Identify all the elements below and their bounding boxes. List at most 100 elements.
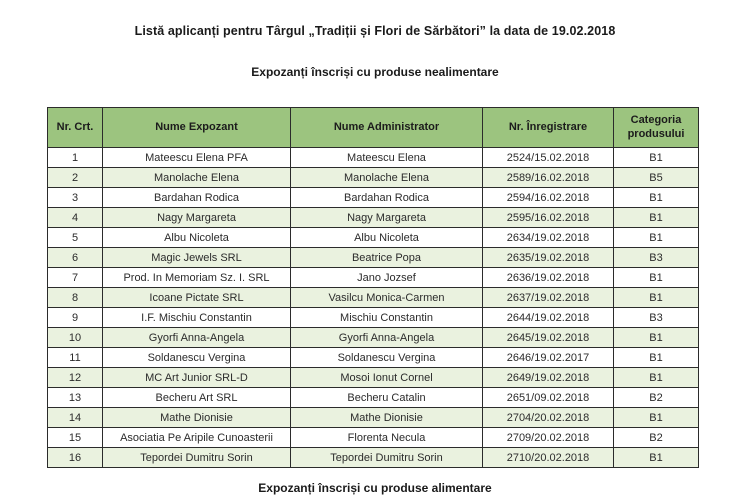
- cell-nume-expozant: I.F. Mischiu Constantin: [102, 307, 291, 328]
- cell-nume-administrator: Becheru Catalin: [290, 387, 483, 408]
- table-row: 16 Tepordei Dumitru Sorin Tepordei Dumitru…: [47, 447, 699, 468]
- cell-categoria: B1: [613, 227, 699, 248]
- cell-categoria: B2: [613, 427, 699, 448]
- cell-nume-administrator: Tepordei Dumitru Sorin: [290, 447, 483, 468]
- cell-nume-expozant: Prod. In Memoriam Sz. I. SRL: [102, 267, 291, 288]
- cell-nr-inregistrare: 2637/19.02.2018: [482, 287, 614, 308]
- cell-nr-inregistrare: 2710/20.02.2018: [482, 447, 614, 468]
- table-body: 1 Mateescu Elena PFA Mateescu Elena 2524/15…: [47, 147, 699, 468]
- cell-nume-expozant: Albu Nicoleta: [102, 227, 291, 248]
- cell-nr-crt: 3: [47, 187, 103, 208]
- table-row: 15 Asociatia Pe Aripile Cunoasterii Floren…: [47, 427, 699, 448]
- cell-nume-administrator: Mosoi Ionut Cornel: [290, 367, 483, 388]
- cell-nr-crt: 13: [47, 387, 103, 408]
- cell-nr-crt: 15: [47, 427, 103, 448]
- cell-nr-crt: 1: [47, 147, 103, 168]
- cell-nr-inregistrare: 2636/19.02.2018: [482, 267, 614, 288]
- cell-nume-expozant: Tepordei Dumitru Sorin: [102, 447, 291, 468]
- cell-nr-crt: 11: [47, 347, 103, 368]
- cell-nume-expozant: Bardahan Rodica: [102, 187, 291, 208]
- cell-nr-inregistrare: 2589/16.02.2018: [482, 167, 614, 188]
- cell-nume-administrator: Mateescu Elena: [290, 147, 483, 168]
- cell-nume-expozant: Icoane Pictate SRL: [102, 287, 291, 308]
- table-row: 8 Icoane Pictate SRL Vasilcu Monica-Carmen…: [47, 287, 699, 308]
- cell-nume-administrator: Nagy Margareta: [290, 207, 483, 228]
- cell-categoria: B1: [613, 347, 699, 368]
- cell-nume-administrator: Manolache Elena: [290, 167, 483, 188]
- cell-categoria: B1: [613, 407, 699, 428]
- table-row: 9 I.F. Mischiu Constantin Mischiu Constant…: [47, 307, 699, 328]
- cell-nr-inregistrare: 2651/09.02.2018: [482, 387, 614, 408]
- cell-nr-inregistrare: 2524/15.02.2018: [482, 147, 614, 168]
- applicants-table: Nr. Crt. Nume Expozant Nume Administrato…: [47, 107, 699, 468]
- cell-categoria: B1: [613, 447, 699, 468]
- cell-nr-crt: 9: [47, 307, 103, 328]
- cell-nr-crt: 7: [47, 267, 103, 288]
- document-title: Listă aplicanți pentru Târgul „Tradiții …: [134, 24, 616, 38]
- cell-nr-crt: 4: [47, 207, 103, 228]
- cell-categoria: B1: [613, 267, 699, 288]
- cell-categoria: B1: [613, 207, 699, 228]
- cell-categoria: B1: [613, 147, 699, 168]
- cell-nume-expozant: Nagy Margareta: [102, 207, 291, 228]
- cell-nume-administrator: Beatrice Popa: [290, 247, 483, 268]
- cell-nume-administrator: Soldanescu Vergina: [290, 347, 483, 368]
- table-row: 12 MC Art Junior SRL-D Mosoi Ionut Cornel 2…: [47, 367, 699, 388]
- cell-nr-crt: 14: [47, 407, 103, 428]
- cell-nume-expozant: Becheru Art SRL: [102, 387, 291, 408]
- cell-nume-administrator: Bardahan Rodica: [290, 187, 483, 208]
- column-header-categoria-produsului: Categoria produsului: [613, 107, 699, 148]
- cell-nr-inregistrare: 2635/19.02.2018: [482, 247, 614, 268]
- table-row: 10 Gyorfi Anna-Angela Gyorfi Anna-Angela 26…: [47, 327, 699, 348]
- cell-nr-inregistrare: 2645/19.02.2018: [482, 327, 614, 348]
- table-row: 11 Soldanescu Vergina Soldanescu Vergina 26…: [47, 347, 699, 368]
- cell-nr-inregistrare: 2649/19.02.2018: [482, 367, 614, 388]
- cell-nume-administrator: Mischiu Constantin: [290, 307, 483, 328]
- cell-nume-expozant: MC Art Junior SRL-D: [102, 367, 291, 388]
- cell-nr-inregistrare: 2634/19.02.2018: [482, 227, 614, 248]
- cell-nr-crt: 5: [47, 227, 103, 248]
- cell-categoria: B1: [613, 187, 699, 208]
- table-row: 1 Mateescu Elena PFA Mateescu Elena 2524/15…: [47, 147, 699, 168]
- cell-categoria: B5: [613, 167, 699, 188]
- cell-categoria: B2: [613, 387, 699, 408]
- cell-nume-administrator: Mathe Dionisie: [290, 407, 483, 428]
- cell-nume-administrator: Florenta Necula: [290, 427, 483, 448]
- cell-nume-administrator: Jano Jozsef: [290, 267, 483, 288]
- cell-nume-expozant: Gyorfi Anna-Angela: [102, 327, 291, 348]
- column-header-nume-expozant: Nume Expozant: [102, 107, 291, 148]
- table-row: 7 Prod. In Memoriam Sz. I. SRL Jano Jozsef…: [47, 267, 699, 288]
- cell-categoria: B1: [613, 287, 699, 308]
- cell-nume-expozant: Mateescu Elena PFA: [102, 147, 291, 168]
- cell-nume-administrator: Vasilcu Monica-Carmen: [290, 287, 483, 308]
- table-row: 14 Mathe Dionisie Mathe Dionisie 2704/20.02…: [47, 407, 699, 428]
- cell-nume-expozant: Manolache Elena: [102, 167, 291, 188]
- table-row: 6 Magic Jewels SRL Beatrice Popa 2635/19.02…: [47, 247, 699, 268]
- cell-nr-crt: 12: [47, 367, 103, 388]
- cell-nr-inregistrare: 2644/19.02.2018: [482, 307, 614, 328]
- cell-nr-inregistrare: 2646/19.02.2017: [482, 347, 614, 368]
- section-heading-food: Expozanți înscriși cu produse alimentare: [258, 481, 492, 495]
- table-row: 13 Becheru Art SRL Becheru Catalin 2651/09.…: [47, 387, 699, 408]
- column-header-nume-administrator: Nume Administrator: [290, 107, 483, 148]
- cell-nr-crt: 10: [47, 327, 103, 348]
- cell-nume-expozant: Asociatia Pe Aripile Cunoasterii: [102, 427, 291, 448]
- table-row: 3 Bardahan Rodica Bardahan Rodica 2594/16.0…: [47, 187, 699, 208]
- cell-categoria: B1: [613, 327, 699, 348]
- cell-nr-crt: 2: [47, 167, 103, 188]
- cell-nume-administrator: Gyorfi Anna-Angela: [290, 327, 483, 348]
- table-row: 2 Manolache Elena Manolache Elena 2589/16.0…: [47, 167, 699, 188]
- cell-categoria: B1: [613, 367, 699, 388]
- column-header-nr-crt: Nr. Crt.: [47, 107, 103, 148]
- cell-nr-inregistrare: 2704/20.02.2018: [482, 407, 614, 428]
- cell-nume-expozant: Soldanescu Vergina: [102, 347, 291, 368]
- cell-nume-administrator: Albu Nicoleta: [290, 227, 483, 248]
- table-row: 4 Nagy Margareta Nagy Margareta 2595/16.02.…: [47, 207, 699, 228]
- cell-nr-crt: 6: [47, 247, 103, 268]
- cell-nume-expozant: Magic Jewels SRL: [102, 247, 291, 268]
- cell-nr-inregistrare: 2709/20.02.2018: [482, 427, 614, 448]
- cell-nr-inregistrare: 2595/16.02.2018: [482, 207, 614, 228]
- section-heading-nonfood: Expozanți înscriși cu produse nealimenta…: [251, 65, 499, 79]
- table-row: 5 Albu Nicoleta Albu Nicoleta 2634/19.02.20…: [47, 227, 699, 248]
